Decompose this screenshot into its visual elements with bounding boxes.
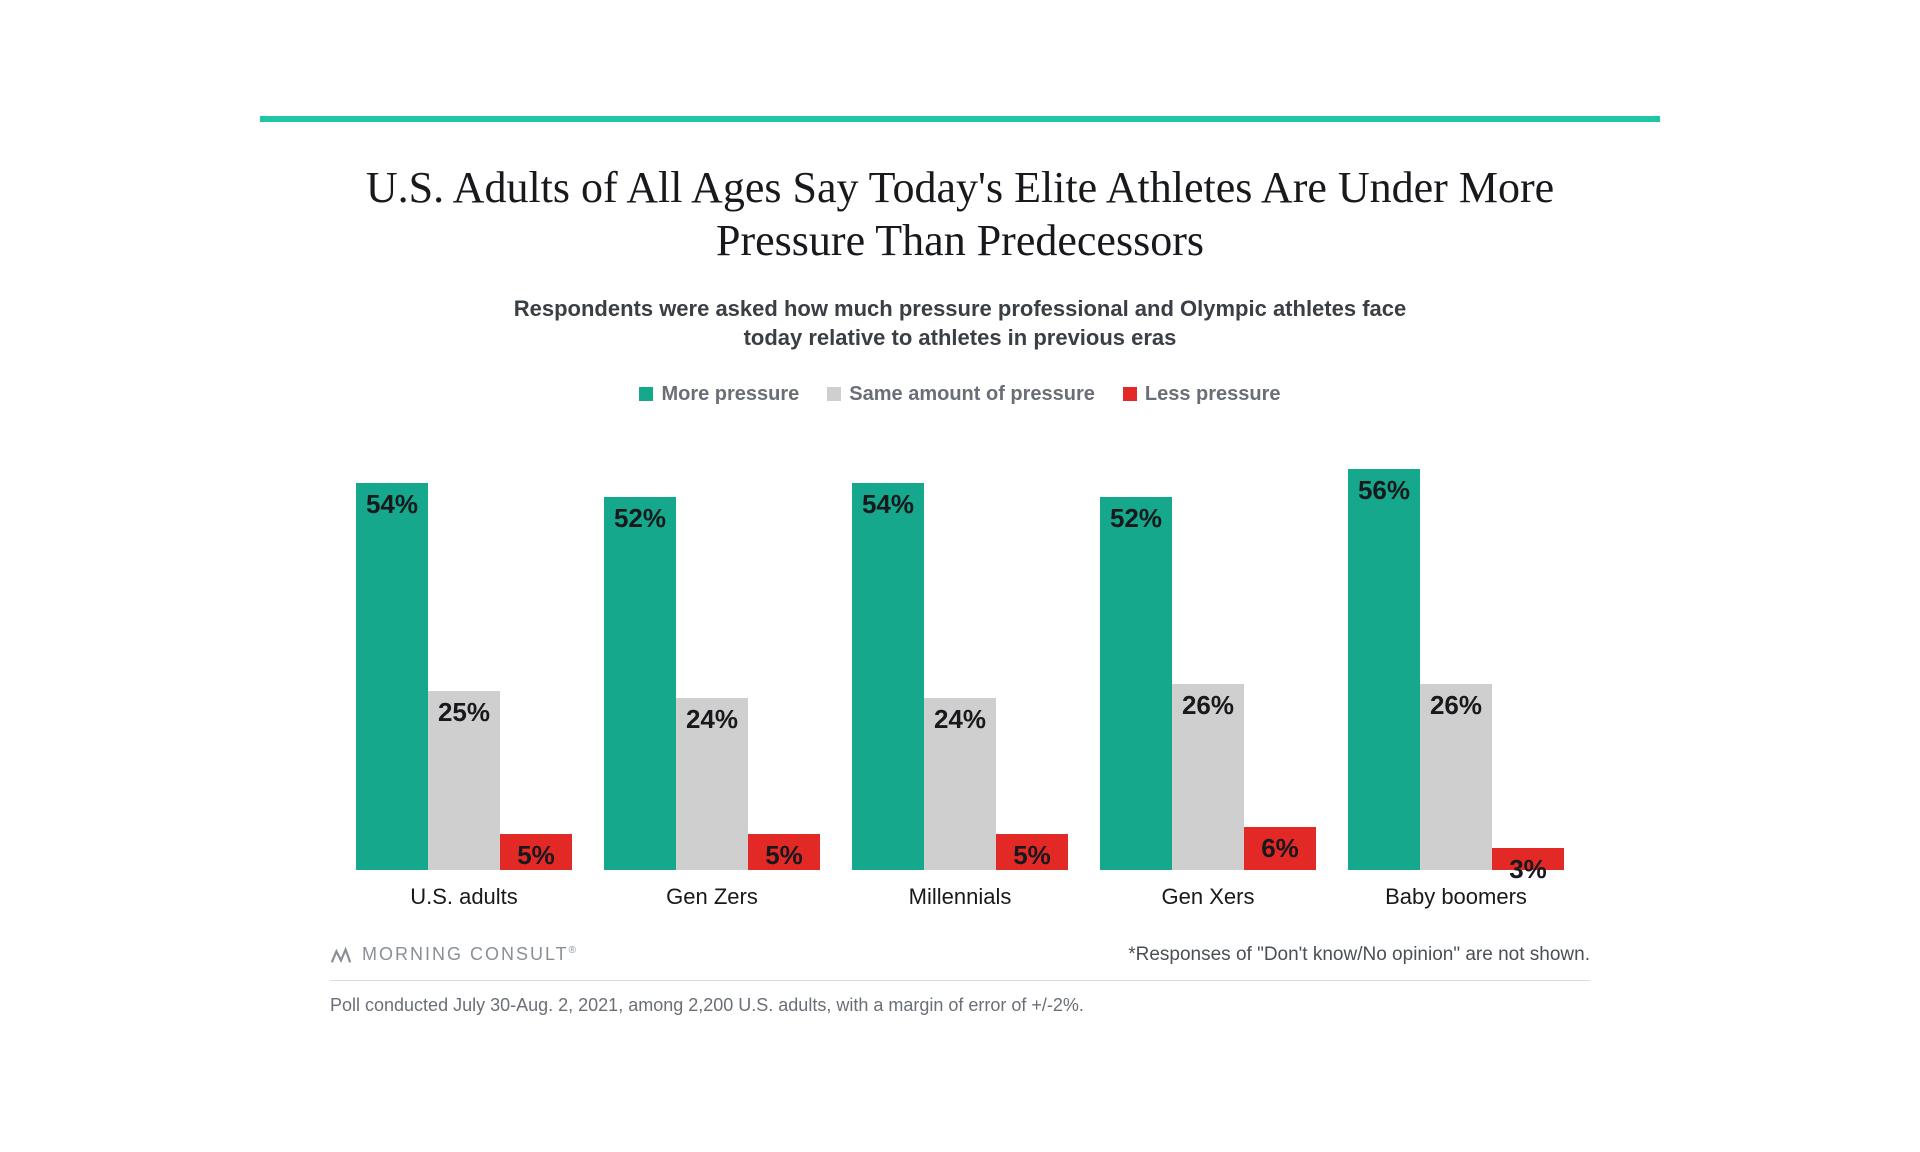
bar-group: 56%26%3%Baby boomers (1332, 440, 1580, 910)
bar-value-label: 25% (428, 697, 500, 728)
legend-swatch (1123, 387, 1137, 401)
bar: 5% (500, 834, 572, 870)
legend-label: Same amount of pressure (849, 383, 1095, 406)
legend: More pressure Same amount of pressure Less… (330, 383, 1590, 406)
poll-note: Poll conducted July 30-Aug. 2, 2021, amo… (330, 995, 1590, 1016)
group-label: Baby boomers (1385, 884, 1527, 910)
group-label: Millennials (909, 884, 1012, 910)
bar: 6% (1244, 827, 1316, 870)
bar-value-label: 5% (500, 840, 572, 871)
bar: 54% (356, 483, 428, 870)
bar-value-label: 26% (1172, 690, 1244, 721)
bar-value-label: 6% (1244, 833, 1316, 864)
bar-group: 52% 24% 5% Gen Zers (588, 440, 836, 910)
bar-value-label: 56% (1348, 475, 1420, 506)
bar-set: 56% 26% 3% (1348, 440, 1564, 870)
legend-swatch (827, 387, 841, 401)
chart-title: U.S. Adults of All Ages Say Today's Elit… (330, 162, 1590, 268)
legend-item: More pressure (639, 383, 799, 406)
chart-subtitle: Respondents were asked how much pressure… (510, 294, 1410, 353)
bar-value-label: 26% (1420, 690, 1492, 721)
footer-row: MORNING CONSULT® *Responses of "Don't kn… (330, 944, 1590, 981)
bar-value-label: 5% (748, 840, 820, 871)
legend-label: Less pressure (1145, 383, 1281, 406)
group-label: U.S. adults (410, 884, 518, 910)
bar-group: 54% 24% 5% Millennials (836, 440, 1084, 910)
footnote-text: *Responses of "Don't know/No opinion" ar… (1128, 944, 1590, 966)
bar: 52% (604, 497, 676, 870)
bar-value-label: 52% (1100, 503, 1172, 534)
bar-set: 52% 26% 6% (1100, 440, 1316, 870)
bar: 5% (748, 834, 820, 870)
brand-text: MORNING CONSULT® (362, 944, 578, 965)
bar-value-label: 24% (676, 704, 748, 735)
bar-value-label: 52% (604, 503, 676, 534)
bar: 5% (996, 834, 1068, 870)
bar: 26% (1420, 684, 1492, 870)
bar: 26% (1172, 684, 1244, 870)
bar-chart: 54% 25% 5% U.S. adults 52% 24% 5% Gen Zers 54% 24… (330, 430, 1590, 910)
legend-item: Same amount of pressure (827, 383, 1095, 406)
legend-swatch (639, 387, 653, 401)
group-label: Gen Zers (666, 884, 758, 910)
bar: 24% (924, 698, 996, 870)
bar-value-label: 24% (924, 704, 996, 735)
chart-card: U.S. Adults of All Ages Say Today's Elit… (260, 116, 1660, 1036)
bar-value-label: 3% (1492, 854, 1564, 885)
legend-label: More pressure (661, 383, 799, 406)
bar-set: 52% 24% 5% (604, 440, 820, 870)
brand-logo: MORNING CONSULT® (330, 944, 578, 966)
bar: 52% (1100, 497, 1172, 870)
bar: 3% (1492, 848, 1564, 870)
bar: 24% (676, 698, 748, 870)
legend-item: Less pressure (1123, 383, 1281, 406)
bar-set: 54% 25% 5% (356, 440, 572, 870)
content-area: U.S. Adults of All Ages Say Today's Elit… (260, 122, 1660, 1036)
bar-set: 54% 24% 5% (852, 440, 1068, 870)
bar-group: 54% 25% 5% U.S. adults (340, 440, 588, 910)
bar-value-label: 54% (852, 489, 924, 520)
bar-value-label: 5% (996, 840, 1068, 871)
bar-value-label: 54% (356, 489, 428, 520)
brand-icon (330, 944, 352, 966)
bar: 56% (1348, 469, 1420, 870)
bar: 25% (428, 691, 500, 870)
group-label: Gen Xers (1162, 884, 1255, 910)
bar-group: 52% 26% 6% Gen Xers (1084, 440, 1332, 910)
bar: 54% (852, 483, 924, 870)
